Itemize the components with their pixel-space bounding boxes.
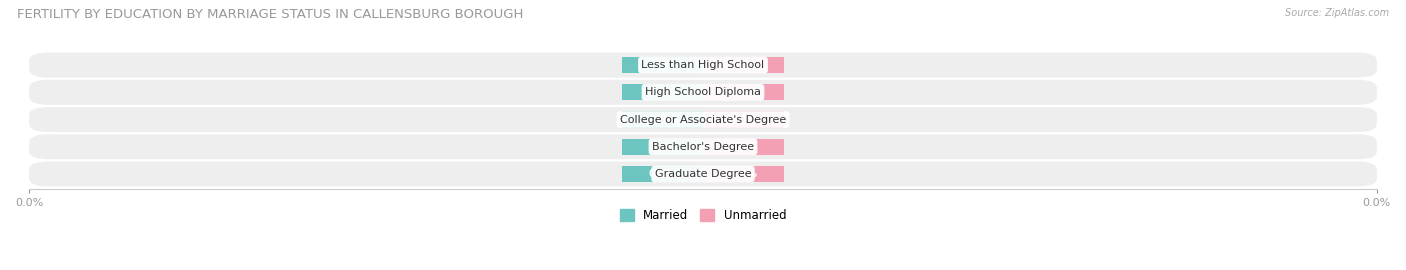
Text: 0.0%: 0.0%: [648, 142, 678, 152]
Text: 0.0%: 0.0%: [728, 142, 758, 152]
Text: Less than High School: Less than High School: [641, 60, 765, 70]
Text: Graduate Degree: Graduate Degree: [655, 169, 751, 179]
Text: 0.0%: 0.0%: [728, 60, 758, 70]
Bar: [703, 57, 785, 73]
Text: College or Associate's Degree: College or Associate's Degree: [620, 114, 786, 124]
Text: 0.0%: 0.0%: [648, 87, 678, 97]
Text: 0.0%: 0.0%: [648, 114, 678, 124]
Text: High School Diploma: High School Diploma: [645, 87, 761, 97]
Bar: [621, 57, 703, 73]
FancyBboxPatch shape: [30, 53, 1376, 77]
Bar: [621, 111, 703, 128]
Text: FERTILITY BY EDUCATION BY MARRIAGE STATUS IN CALLENSBURG BOROUGH: FERTILITY BY EDUCATION BY MARRIAGE STATU…: [17, 8, 523, 21]
Bar: [703, 111, 785, 128]
Bar: [621, 166, 703, 182]
Bar: [703, 84, 785, 100]
Text: 0.0%: 0.0%: [728, 87, 758, 97]
Bar: [621, 84, 703, 100]
Text: Source: ZipAtlas.com: Source: ZipAtlas.com: [1285, 8, 1389, 18]
Bar: [703, 139, 785, 155]
Bar: [621, 139, 703, 155]
FancyBboxPatch shape: [30, 80, 1376, 105]
Text: 0.0%: 0.0%: [648, 60, 678, 70]
Text: 0.0%: 0.0%: [728, 114, 758, 124]
Text: 0.0%: 0.0%: [648, 169, 678, 179]
FancyBboxPatch shape: [30, 107, 1376, 132]
Text: 0.0%: 0.0%: [728, 169, 758, 179]
Bar: [703, 166, 785, 182]
Text: Bachelor's Degree: Bachelor's Degree: [652, 142, 754, 152]
Legend: Married, Unmarried: Married, Unmarried: [613, 203, 793, 228]
FancyBboxPatch shape: [30, 161, 1376, 187]
FancyBboxPatch shape: [30, 134, 1376, 159]
